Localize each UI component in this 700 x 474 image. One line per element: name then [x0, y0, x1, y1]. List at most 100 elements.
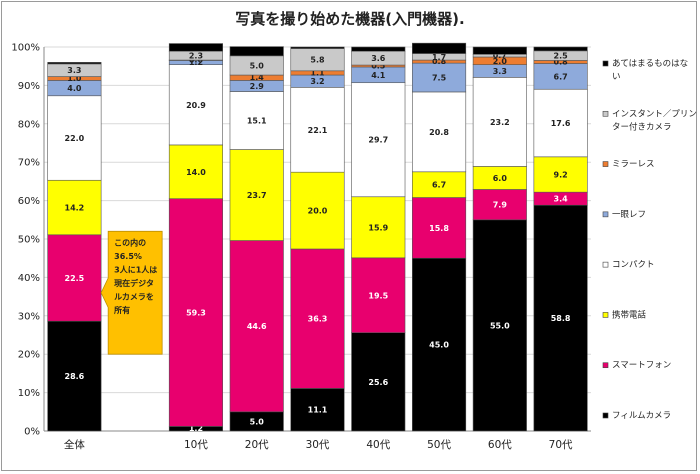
bar-segment [47, 234, 102, 322]
bar-segment [290, 388, 345, 432]
legend-label: 一眼レフ [612, 210, 646, 220]
bar-segment [472, 77, 527, 167]
x-tick-label: 10代 [184, 439, 208, 451]
y-tick-label: 100% [11, 43, 40, 54]
y-tick-label: 30% [18, 311, 40, 322]
data-label: 59.3 [186, 309, 206, 318]
data-label: 29.7 [368, 136, 388, 145]
callout-text-line: 所有 [113, 305, 130, 315]
legend-label: フィルムカメラ [612, 411, 671, 421]
data-label: 1.7 [432, 53, 446, 62]
data-label: 1.2 [189, 424, 203, 433]
bar-segment [229, 240, 284, 413]
bar-segment [533, 156, 588, 193]
data-label: 55.0 [490, 321, 510, 330]
data-label: 23.7 [247, 191, 267, 200]
data-label: 3.2 [310, 77, 324, 86]
data-label: 0.5 [371, 62, 386, 71]
data-label: 3.6 [371, 54, 386, 63]
bar-segment [47, 95, 102, 181]
legend-label: あてはまるものはな [612, 59, 688, 69]
bar-segment [229, 46, 284, 57]
bar-segment [412, 91, 467, 173]
data-label: 22.0 [65, 134, 85, 143]
legend-swatch [602, 60, 609, 67]
legend-swatch [602, 110, 609, 117]
data-label: 23.2 [490, 118, 510, 127]
bar-segment [290, 248, 345, 389]
data-label: 28.6 [65, 372, 85, 381]
legend-swatch [602, 261, 609, 268]
data-label: 25.6 [368, 378, 388, 387]
y-tick-label: 80% [18, 119, 40, 130]
x-axis-labels: 全体 10代 20代 30代 40代 50代 60代 70代 [64, 438, 573, 451]
data-label: 0.8 [554, 57, 569, 66]
data-label: 6.0 [493, 174, 508, 183]
data-label: 19.5 [368, 291, 388, 300]
data-label: 15.9 [368, 223, 388, 232]
data-label: 2.0 [493, 57, 508, 66]
data-label: 36.3 [308, 315, 328, 324]
legend-swatch [602, 211, 609, 218]
y-tick-label: 60% [18, 196, 40, 207]
bar-segment [47, 320, 102, 432]
data-label: 9.2 [554, 170, 568, 179]
callout-text-line: 3人に1人は [114, 264, 157, 274]
bar-segment [351, 82, 406, 198]
y-tick-label: 50% [18, 235, 40, 246]
data-label: 7.9 [493, 201, 508, 210]
bar-segment [229, 91, 284, 150]
callout-text-line: 現在デジタ [114, 278, 154, 288]
bar-segment [290, 171, 345, 250]
data-label: 20.9 [186, 101, 206, 110]
legend-swatch [602, 412, 609, 419]
legend-label: スマートフォン [612, 361, 671, 371]
data-label: 0.7 [493, 51, 507, 60]
bar-segment [412, 257, 467, 432]
data-label: 1.1 [310, 68, 325, 77]
bar-segment [290, 46, 345, 49]
data-label: 5.0 [250, 417, 265, 426]
bar-segment [290, 87, 345, 173]
y-tick-label: 10% [18, 388, 40, 399]
legend-swatch [602, 362, 609, 369]
callout-text-line: この内の [114, 237, 146, 247]
data-label: 6.7 [554, 72, 568, 81]
callout-text-line: 36.5% [114, 252, 142, 261]
legend-label: インスタント／プリン [612, 109, 697, 119]
legend-label: コンパクト [612, 260, 655, 270]
bar-segment [533, 63, 588, 90]
data-label: 58.8 [551, 314, 571, 323]
data-label: 4.1 [371, 71, 386, 80]
chart-title: 写真を撮り始めた機器(入門機器). [235, 10, 464, 28]
bar-segment [533, 88, 588, 158]
bar-segment [412, 42, 467, 54]
bar-segment [533, 204, 588, 432]
data-label: 15.1 [247, 117, 267, 126]
x-tick-label: 30代 [306, 439, 330, 451]
data-label: 20.8 [429, 128, 449, 137]
bar-segment [351, 257, 406, 333]
data-label: 2.9 [250, 82, 265, 91]
data-label: 7.5 [432, 74, 447, 83]
bar-segment [168, 43, 223, 52]
x-tick-label: 20代 [245, 439, 269, 451]
bar-segment [533, 46, 588, 52]
x-tick-label: 60代 [488, 439, 512, 451]
y-tick-label: 70% [18, 158, 40, 169]
data-label: 20.0 [308, 207, 328, 216]
callout-text-line: ルカメラを [114, 292, 154, 301]
data-label: 2.3 [189, 52, 203, 61]
y-tick-label: 0% [24, 427, 40, 438]
data-label: 14.0 [186, 168, 206, 177]
bar-segment [168, 64, 223, 146]
y-axis-ticks: 0% 10% 20% 30% 40% 50% 60% 70% 80% 90% 100% [11, 43, 40, 438]
callout-box [100, 230, 163, 355]
x-tick-label: 70代 [549, 439, 573, 451]
bar-segment [168, 144, 223, 199]
bar-segment [472, 46, 527, 55]
data-label: 5.8 [310, 56, 325, 65]
